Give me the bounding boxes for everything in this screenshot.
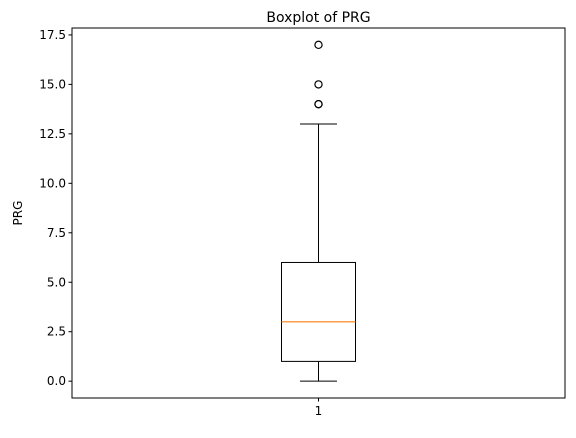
x-axis: 1: [315, 398, 323, 418]
outlier-point: [315, 41, 322, 48]
y-tick-label: 12.5: [39, 127, 66, 141]
x-tick-label: 1: [315, 404, 323, 418]
plot-content: [282, 41, 356, 381]
outlier-point: [315, 101, 322, 108]
y-tick-label: 0.0: [47, 374, 66, 388]
y-axis: 0.0 2.5 5.0 7.5 10.0 12.5 15.0 17.5: [39, 28, 72, 388]
y-tick-label: 17.5: [39, 28, 66, 42]
box-iqr: [282, 262, 356, 361]
y-tick-label: 15.0: [39, 77, 66, 91]
box-group: [282, 41, 356, 381]
outlier-point: [315, 81, 322, 88]
y-tick-label: 2.5: [47, 325, 66, 339]
y-tick-label: 10.0: [39, 176, 66, 190]
y-axis-label: PRG: [11, 201, 25, 226]
y-tick-label: 7.5: [47, 226, 66, 240]
y-tick-label: 5.0: [47, 275, 66, 289]
chart-title: Boxplot of PRG: [266, 10, 370, 26]
